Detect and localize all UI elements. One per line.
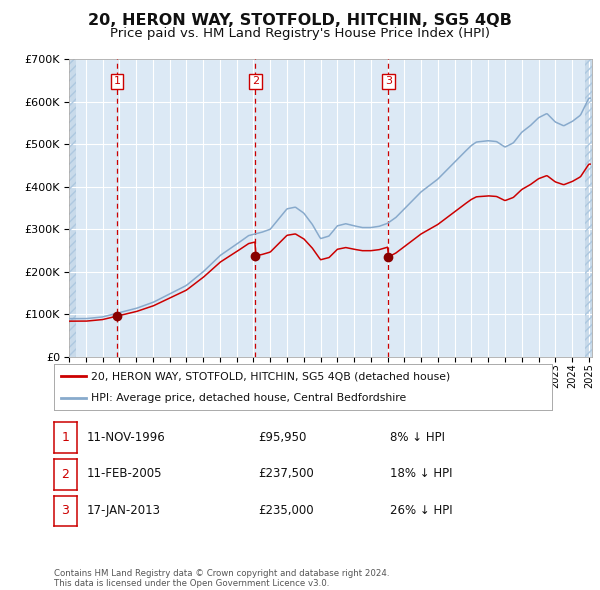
Bar — [585, 59, 592, 357]
Text: 3: 3 — [385, 76, 392, 86]
Text: 1: 1 — [113, 76, 121, 86]
Text: 2: 2 — [252, 76, 259, 86]
Text: 3: 3 — [61, 504, 70, 517]
Text: 26% ↓ HPI: 26% ↓ HPI — [390, 504, 452, 517]
Text: 17-JAN-2013: 17-JAN-2013 — [87, 504, 161, 517]
Text: 20, HERON WAY, STOTFOLD, HITCHIN, SG5 4QB (detached house): 20, HERON WAY, STOTFOLD, HITCHIN, SG5 4Q… — [91, 372, 451, 382]
Bar — [585, 59, 592, 357]
Text: 11-NOV-1996: 11-NOV-1996 — [87, 431, 166, 444]
Text: 8% ↓ HPI: 8% ↓ HPI — [390, 431, 445, 444]
Text: 1: 1 — [61, 431, 70, 444]
Text: Contains HM Land Registry data © Crown copyright and database right 2024.
This d: Contains HM Land Registry data © Crown c… — [54, 569, 389, 588]
Text: 18% ↓ HPI: 18% ↓ HPI — [390, 467, 452, 480]
Text: Price paid vs. HM Land Registry's House Price Index (HPI): Price paid vs. HM Land Registry's House … — [110, 27, 490, 40]
Text: £237,500: £237,500 — [258, 467, 314, 480]
Text: HPI: Average price, detached house, Central Bedfordshire: HPI: Average price, detached house, Cent… — [91, 392, 407, 402]
Text: 2: 2 — [61, 468, 70, 481]
Text: £235,000: £235,000 — [258, 504, 314, 517]
Bar — [69, 59, 76, 357]
Text: £95,950: £95,950 — [258, 431, 307, 444]
Text: 20, HERON WAY, STOTFOLD, HITCHIN, SG5 4QB: 20, HERON WAY, STOTFOLD, HITCHIN, SG5 4Q… — [88, 13, 512, 28]
Text: 11-FEB-2005: 11-FEB-2005 — [87, 467, 163, 480]
Bar — [69, 59, 76, 357]
